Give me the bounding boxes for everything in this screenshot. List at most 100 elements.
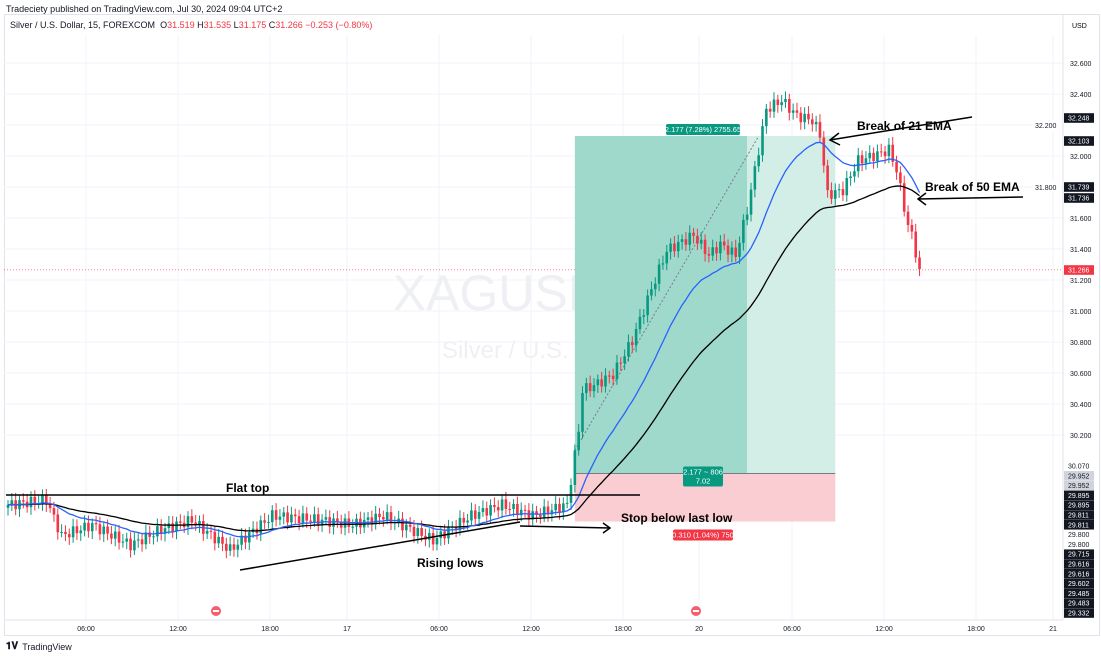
candle-body — [247, 532, 251, 543]
price-tag: 29.800 — [1068, 542, 1090, 549]
candle-body — [887, 144, 891, 157]
price-tag: 30.070 — [1068, 464, 1090, 471]
candle-body — [673, 243, 676, 252]
candle-body — [447, 527, 450, 539]
price-tag: 32.248 — [1068, 116, 1090, 123]
price-tag-bg — [1064, 193, 1094, 203]
candle-body — [872, 152, 875, 162]
price-tag: 29.811 — [1068, 522, 1089, 529]
candle-body — [481, 508, 485, 513]
event-icon-us[interactable] — [211, 606, 221, 616]
candle-body — [90, 523, 94, 532]
candle-body — [891, 144, 895, 162]
y-tick-label: 32.000 — [1070, 154, 1092, 161]
candle-body — [657, 264, 661, 284]
candle-body — [470, 510, 473, 521]
candle-body — [719, 241, 722, 254]
candle-body — [458, 517, 462, 531]
candle-body — [385, 512, 389, 520]
stop-arrow[interactable] — [519, 522, 612, 534]
candle-body — [856, 155, 860, 172]
candle-body — [630, 342, 634, 346]
candle-body — [343, 518, 347, 528]
candle-body — [56, 514, 60, 533]
candle-body — [129, 538, 132, 551]
candle-body — [592, 385, 596, 392]
candle-body — [94, 523, 98, 525]
open-value: 31.519 — [167, 20, 195, 30]
candle-body — [332, 518, 335, 527]
candle-body — [623, 356, 626, 364]
candle-body — [883, 151, 887, 157]
candle-body — [324, 517, 328, 520]
candle-body — [600, 379, 603, 387]
candle-body — [830, 190, 833, 199]
ema-lines — [7, 141, 921, 538]
price-tag: 29.616 — [1068, 571, 1090, 578]
price-tag-bg — [1064, 578, 1094, 589]
candle-body — [79, 530, 83, 534]
candle-body — [745, 214, 749, 220]
candle-body — [52, 508, 56, 515]
candle-body — [642, 315, 646, 317]
candle-body — [117, 531, 121, 543]
candle-body — [646, 295, 649, 316]
candle-body — [573, 450, 577, 485]
candle-body — [627, 342, 630, 357]
candle-body — [378, 513, 381, 518]
candle-body — [163, 528, 167, 534]
candle-body — [902, 183, 906, 212]
candle-body — [454, 526, 458, 531]
change-value: −0.253 (−0.80%) — [305, 20, 373, 30]
candle-body — [757, 155, 760, 167]
price-axis[interactable]: USD 32.600 32.400 32.200 32.000 31.800 31.600… — [1033, 23, 1094, 618]
ema21-break-arrow[interactable] — [828, 116, 973, 146]
candle-body — [496, 507, 500, 511]
time-axis[interactable]: 06:00 12:00 18:00 17 06:00 12:00 18:00 20 06:00 1… — [77, 626, 1057, 633]
candle-body — [841, 189, 845, 196]
candle-body — [305, 513, 309, 521]
candle-body — [412, 526, 416, 536]
candle-body — [175, 521, 178, 532]
candle-body — [228, 544, 232, 551]
candle-body — [45, 495, 48, 505]
candle-body — [585, 383, 588, 394]
candle-body — [715, 247, 718, 254]
candle-body — [811, 119, 814, 125]
candle-body — [389, 512, 393, 523]
candle-body — [500, 499, 504, 511]
candle-body — [431, 533, 435, 545]
event-icon-us[interactable] — [691, 606, 701, 616]
candle-body — [539, 514, 542, 517]
candle-body — [696, 235, 699, 244]
candle-body — [508, 508, 512, 510]
candle-body — [401, 518, 404, 531]
candle-body — [152, 536, 155, 538]
candle-body — [799, 112, 803, 123]
candle-body — [186, 516, 190, 528]
ema50-break-arrow[interactable] — [916, 192, 1024, 206]
price-tag-bg — [1064, 265, 1094, 275]
candle-body — [550, 510, 554, 515]
candle-body — [225, 543, 228, 551]
candle-body — [366, 517, 370, 520]
price-tag-bg — [1064, 529, 1094, 540]
candle-body — [669, 243, 672, 252]
price-tag: 32.103 — [1068, 139, 1090, 146]
risk-reward-label-bg — [683, 466, 723, 487]
candle-body — [198, 521, 201, 526]
candle-body — [313, 514, 316, 522]
candle-body — [738, 242, 741, 257]
candle-body — [588, 383, 592, 392]
chart-frame — [4, 14, 1100, 636]
price-tag-bg — [1064, 480, 1094, 491]
y-tick-label: 31.400 — [1070, 247, 1092, 254]
rising-lows-label: Rising lows — [417, 556, 484, 570]
price-tag: 29.952 — [1068, 483, 1090, 490]
rising-lows-line[interactable] — [239, 521, 521, 571]
candle-body — [60, 531, 63, 533]
candle-body — [416, 528, 420, 536]
candle-body — [845, 178, 849, 196]
